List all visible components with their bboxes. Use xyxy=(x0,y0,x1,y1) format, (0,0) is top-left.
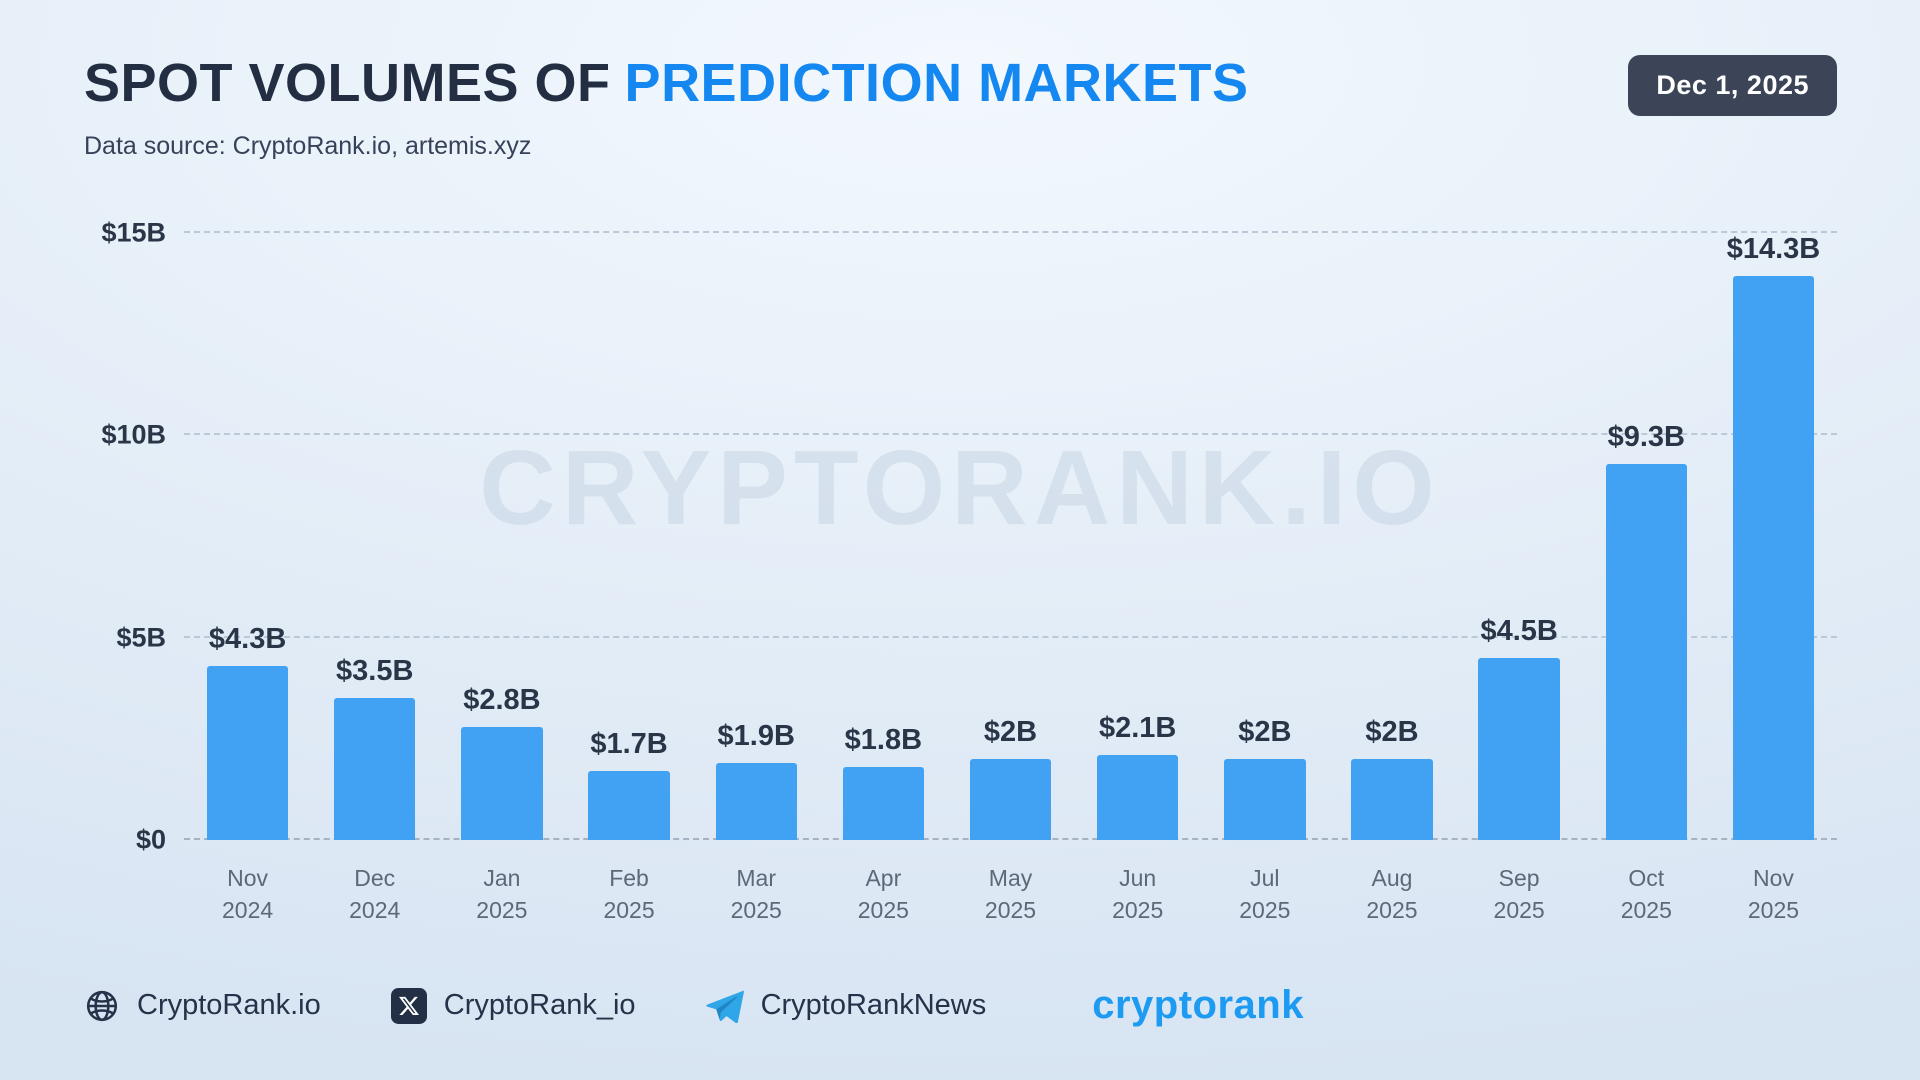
x-axis-label: Mar 2025 xyxy=(730,865,782,924)
y-axis-label: $5B xyxy=(116,622,166,653)
bar-value-label: $2.1B xyxy=(1098,712,1177,745)
footer-link-telegram-label: CryptoRankNews xyxy=(760,989,987,1021)
footer-link-website-label: CryptoRank.io xyxy=(137,989,321,1021)
bar xyxy=(588,771,670,840)
x-axis-label: Jul 2025 xyxy=(1239,865,1291,924)
bar-slot: $1.9B xyxy=(693,233,820,840)
bar xyxy=(969,759,1052,840)
footer-link-website[interactable]: CryptoRank.io xyxy=(84,988,321,1024)
gridline xyxy=(184,231,1837,233)
y-axis-label: $15B xyxy=(101,217,166,248)
gridline xyxy=(184,433,1837,436)
y-axis-label: $0 xyxy=(135,824,166,855)
x-icon xyxy=(390,987,427,1024)
bar xyxy=(1732,276,1815,840)
footer-link-x[interactable]: CryptoRank_io xyxy=(390,987,636,1024)
y-axis-label: $10B xyxy=(101,419,166,450)
footer-link-telegram[interactable]: CryptoRankNews xyxy=(705,989,987,1023)
x-axis-label: Nov 2025 xyxy=(1747,865,1800,924)
page-title-highlight: PREDICTION MARKETS xyxy=(624,53,1249,113)
bar xyxy=(1351,759,1433,840)
bar-value-label: $4.3B xyxy=(208,623,287,655)
x-axis-label: Aug 2025 xyxy=(1366,865,1418,924)
x-axis-label: Apr 2025 xyxy=(857,865,909,924)
bar-value-label: $1.7B xyxy=(590,728,668,761)
x-axis-label: Oct 2025 xyxy=(1620,865,1672,924)
bar-slot: $4.5B xyxy=(1456,233,1583,840)
bar xyxy=(1478,657,1560,840)
bar-slot: $9.3B xyxy=(1583,233,1710,840)
x-axis-label: May 2025 xyxy=(984,865,1037,924)
bar-slot: $2.8B xyxy=(438,233,565,840)
x-axis-label: Nov 2024 xyxy=(221,865,274,924)
bar xyxy=(715,763,797,840)
bar-value-label: $3.5B xyxy=(336,655,414,688)
page-title-prefix: SPOT VOLUMES OF xyxy=(84,53,611,113)
x-axis-label: Jan 2025 xyxy=(476,865,528,924)
bar-value-label: $1.8B xyxy=(844,724,923,757)
bar-value-label: $9.3B xyxy=(1607,420,1685,453)
bar xyxy=(1096,755,1179,840)
x-axis: Nov 2024 Dec 2024 Jan 2025 Feb 2025 Mar 2025 Apr 20… xyxy=(184,862,1837,926)
bar-value-label: $1.9B xyxy=(717,720,795,753)
chart: $0 $5B $10B $15B $4.3B $3.5B $2.8B $1.7B $1.9B $… xyxy=(84,218,1837,926)
bar-value-label: $14.3B xyxy=(1726,233,1821,265)
x-axis-label: Dec 2024 xyxy=(349,865,401,924)
date-badge: Dec 1, 2025 xyxy=(1628,55,1837,116)
bar-value-label: $4.5B xyxy=(1480,614,1558,647)
y-axis: $0 $5B $10B $15B xyxy=(84,218,184,855)
globe-icon xyxy=(84,988,120,1024)
bar xyxy=(1605,463,1687,840)
x-axis-label: Jun 2025 xyxy=(1112,865,1164,924)
bar xyxy=(1224,759,1306,840)
bar-value-label: $2B xyxy=(1238,716,1292,749)
bar-slot: $2B xyxy=(1201,233,1328,840)
footer-link-x-label: CryptoRank_io xyxy=(443,989,636,1021)
data-source-subtitle: Data source: CryptoRank.io, artemis.xyz xyxy=(84,132,532,160)
x-axis-label: Sep 2025 xyxy=(1493,865,1545,924)
plot: $4.3B $3.5B $2.8B $1.7B $1.9B $1.8B $2B $2.1B $2… xyxy=(184,231,1837,840)
bar-slot: $1.7B xyxy=(565,233,692,840)
bar-value-label: $2B xyxy=(1365,716,1419,749)
bar xyxy=(334,698,416,840)
bar xyxy=(461,726,543,840)
telegram-icon xyxy=(705,989,744,1023)
header: SPOT VOLUMES OF PREDICTION MARKETS Data s… xyxy=(84,52,1249,161)
bar-value-label: $2.8B xyxy=(463,683,541,716)
bar-slot: $2B xyxy=(947,233,1074,840)
bar-slot: $2B xyxy=(1328,233,1455,840)
bars: $4.3B $3.5B $2.8B $1.7B $1.9B $1.8B $2B $2.1B $2… xyxy=(184,233,1837,840)
x-axis-label: Feb 2025 xyxy=(603,865,655,924)
cryptorank-logo: cryptorank xyxy=(1092,983,1304,1027)
footer: CryptoRank.io CryptoRank_io CryptoRankNe… xyxy=(84,983,1836,1028)
bar-slot: $3.5B xyxy=(311,233,438,840)
bar xyxy=(842,767,925,840)
watermark: CRYPTORANK.IO xyxy=(479,429,1441,547)
bar-slot: $4.3B xyxy=(184,233,311,840)
bar-slot: $1.8B xyxy=(820,233,947,840)
bar-slot: $2.1B xyxy=(1074,233,1201,840)
bar-value-label: $2B xyxy=(983,716,1038,749)
bar xyxy=(206,666,289,840)
page-title: SPOT VOLUMES OF PREDICTION MARKETS xyxy=(84,52,1249,114)
gridline xyxy=(184,635,1837,638)
bar-slot: $14.3B xyxy=(1710,233,1837,840)
